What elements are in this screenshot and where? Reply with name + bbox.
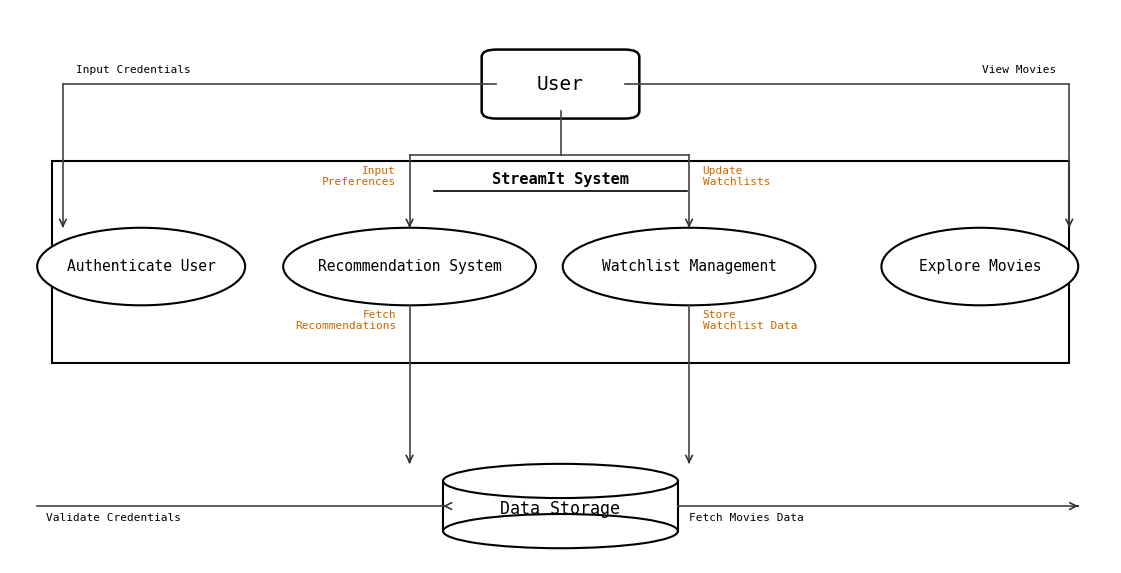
Text: Input Credentials: Input Credentials: [76, 65, 191, 75]
Bar: [443, 481, 678, 531]
Ellipse shape: [284, 227, 536, 305]
Ellipse shape: [443, 464, 678, 498]
Text: Authenticate User: Authenticate User: [67, 259, 215, 274]
Text: Watchlist Management: Watchlist Management: [602, 259, 777, 274]
Text: Fetch Movies Data: Fetch Movies Data: [689, 513, 804, 523]
Text: User: User: [537, 74, 584, 93]
Text: Data Storage: Data Storage: [500, 500, 621, 518]
Bar: [52, 161, 1069, 363]
Text: Store
Watchlist Data: Store Watchlist Data: [703, 310, 797, 331]
Text: StreamIt System: StreamIt System: [492, 172, 629, 187]
Text: View Movies: View Movies: [982, 65, 1056, 75]
Ellipse shape: [563, 227, 815, 305]
Ellipse shape: [443, 514, 678, 548]
Text: Fetch
Recommendations: Fetch Recommendations: [295, 310, 396, 331]
Ellipse shape: [881, 227, 1078, 305]
Text: Input
Preferences: Input Preferences: [322, 166, 396, 187]
Text: Explore Movies: Explore Movies: [918, 259, 1041, 274]
Text: Validate Credentials: Validate Credentials: [46, 513, 182, 523]
FancyBboxPatch shape: [482, 50, 639, 119]
Text: Recommendation System: Recommendation System: [317, 259, 501, 274]
Ellipse shape: [37, 227, 245, 305]
Text: Update
Watchlists: Update Watchlists: [703, 166, 770, 187]
